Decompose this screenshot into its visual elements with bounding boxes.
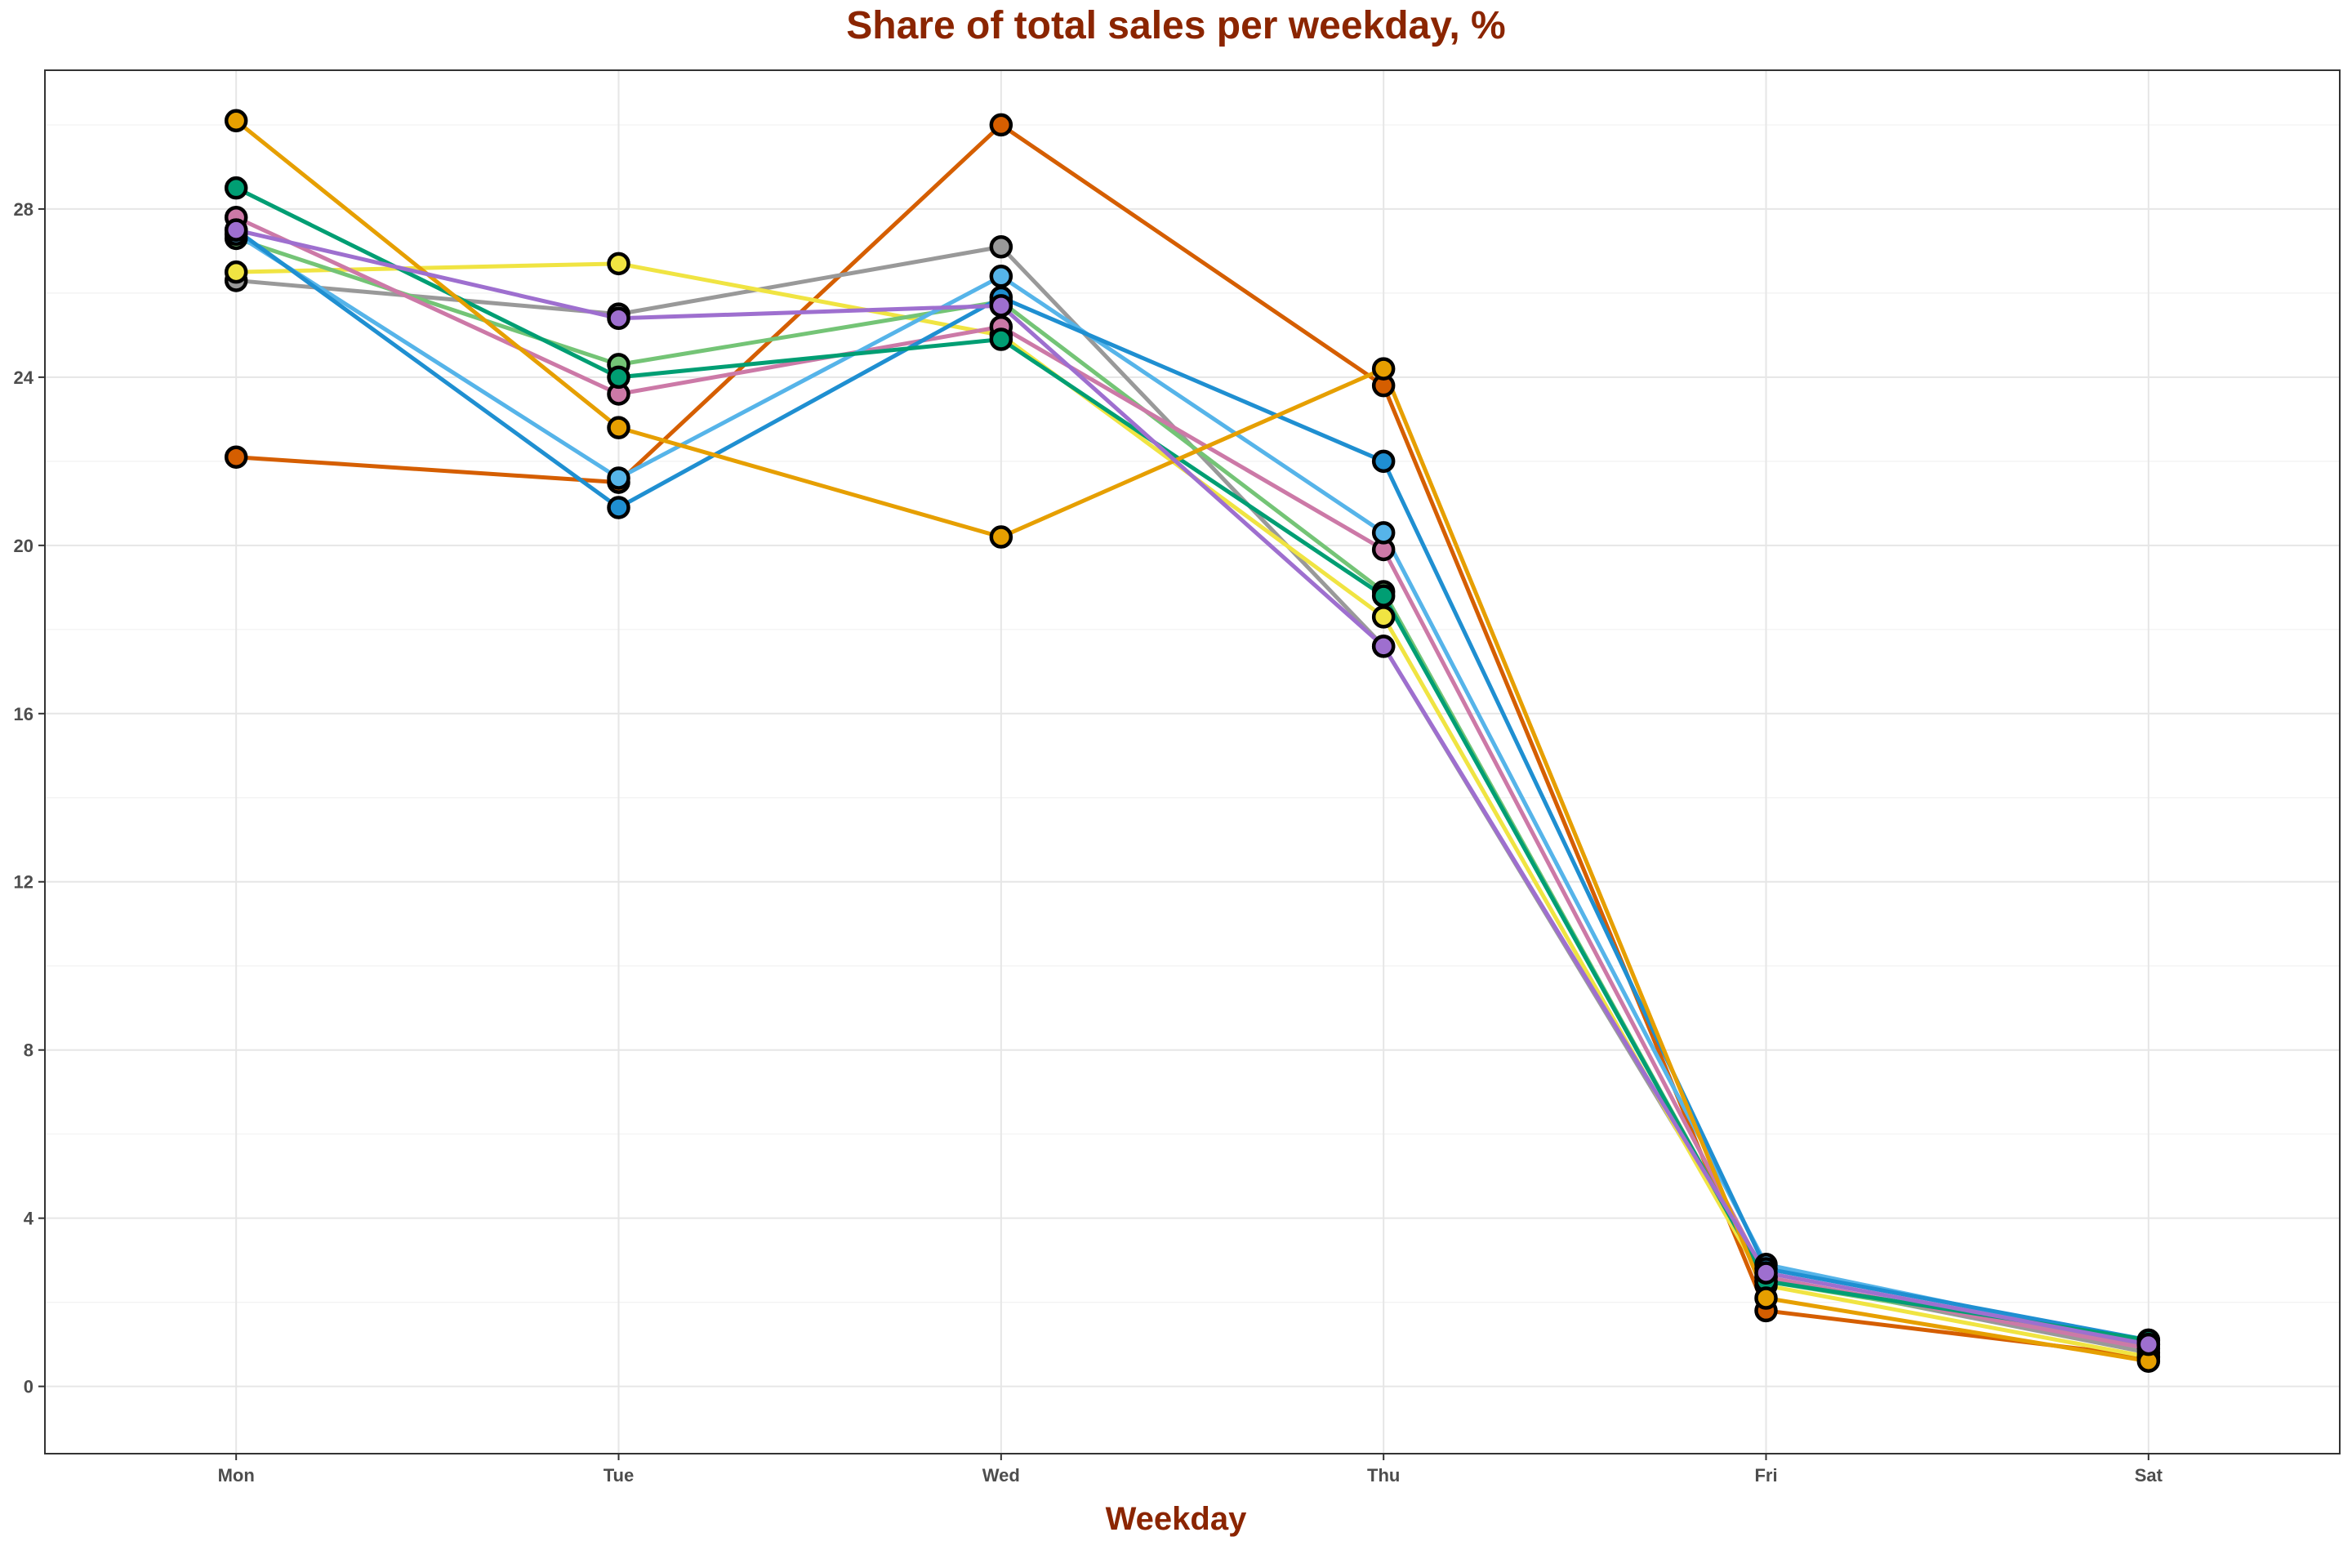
y-tick-label: 4: [24, 1209, 34, 1229]
x-axis-title: Weekday: [1105, 1501, 1247, 1537]
y-tick-label: 0: [24, 1377, 33, 1397]
data-points: [224, 109, 2161, 1373]
data-point-purple: [1371, 635, 1396, 658]
data-point-sky-blue: [607, 466, 630, 490]
y-tick-label: 16: [14, 704, 33, 724]
plot-border: [44, 69, 2341, 1454]
y-tick-label: 20: [14, 536, 33, 556]
x-tick-label: Fri: [1754, 1465, 1777, 1486]
data-point-orange: [1371, 357, 1396, 381]
data-point-grey: [989, 235, 1013, 259]
series-line-green: [234, 185, 2151, 1343]
series-line-vermillion: [234, 122, 2151, 1360]
data-point-blue: [1371, 449, 1396, 474]
data-point-purple: [989, 294, 1013, 318]
data-point-green: [607, 365, 630, 390]
data-point-purple: [2136, 1332, 2161, 1356]
data-point-purple: [224, 218, 248, 242]
y-tick-label: 8: [24, 1040, 33, 1061]
y-tick-label: 24: [14, 368, 34, 388]
data-point-vermillion: [989, 113, 1013, 137]
x-tick-label: Mon: [218, 1465, 255, 1486]
data-point-orange: [989, 525, 1013, 549]
series-line-blue: [234, 228, 2151, 1343]
x-tick-label: Sat: [2135, 1465, 2163, 1486]
gridlines: [45, 70, 2340, 1454]
data-point-yellow: [607, 252, 630, 276]
x-tick-label: Thu: [1367, 1465, 1400, 1486]
chart-title: Share of total sales per weekday, %: [846, 4, 1506, 47]
x-tick-label: Tue: [604, 1465, 634, 1486]
series-line-sky-blue: [234, 232, 2151, 1347]
data-point-yellow: [1371, 605, 1396, 629]
data-point-yellow: [224, 260, 248, 284]
series-lines: [234, 118, 2151, 1364]
data-point-orange: [1754, 1286, 1778, 1310]
data-point-purple: [1754, 1261, 1778, 1285]
series-line-yellow: [234, 261, 2151, 1360]
axes: 0 4 8 12 16 20 24 28 Mon Tue Wed Thu Fri Sat: [14, 69, 2341, 1486]
series-line-purple: [234, 228, 2151, 1347]
series-line-grey: [234, 244, 2151, 1355]
data-point-orange: [607, 416, 630, 439]
y-tick-label: 28: [14, 199, 33, 220]
data-point-blue: [607, 496, 630, 519]
data-point-sky-blue: [989, 265, 1013, 288]
series-line-orange: [234, 118, 2151, 1364]
y-tick-label: 12: [14, 872, 33, 893]
data-point-purple: [607, 306, 630, 331]
data-point-orange: [224, 109, 248, 133]
data-point-green: [989, 327, 1013, 351]
x-tick-label: Wed: [982, 1465, 1020, 1486]
data-point-green: [1371, 584, 1396, 608]
data-point-vermillion: [224, 445, 248, 469]
data-point-green: [224, 176, 248, 200]
data-point-sky-blue: [1371, 521, 1396, 545]
series-line-pink: [234, 215, 2151, 1351]
